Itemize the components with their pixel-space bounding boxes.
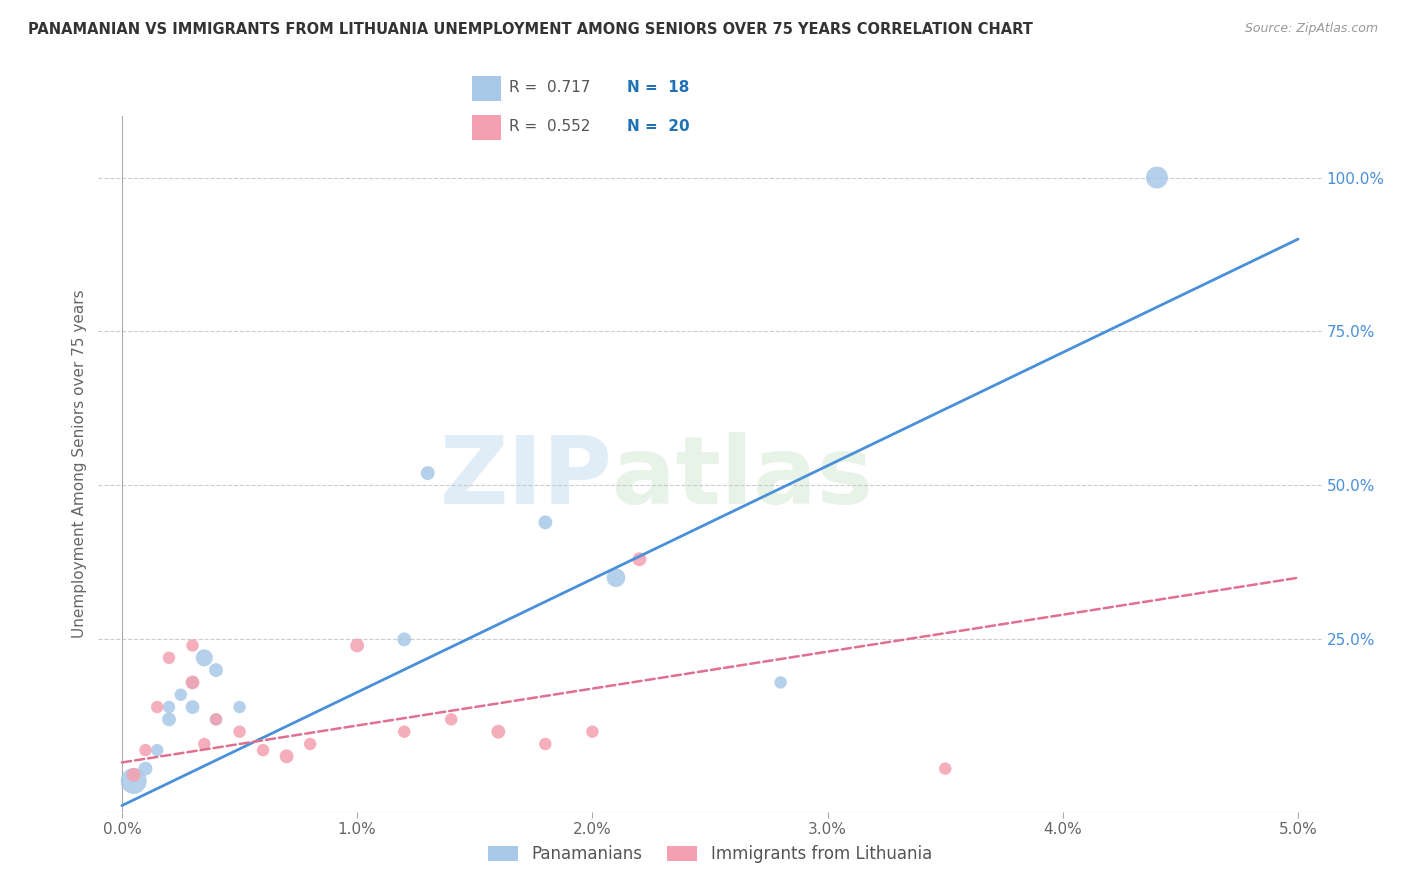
Point — [934, 762, 956, 776]
Point — [181, 639, 204, 653]
Y-axis label: Unemployment Among Seniors over 75 years: Unemployment Among Seniors over 75 years — [72, 290, 87, 638]
Point — [193, 737, 215, 751]
Point — [157, 700, 180, 714]
Text: N =  20: N = 20 — [627, 120, 690, 134]
Point — [205, 712, 228, 726]
Point — [157, 650, 180, 665]
Bar — [472, 115, 501, 140]
Point — [605, 571, 627, 585]
Point — [486, 724, 509, 739]
Point — [146, 700, 169, 714]
Point — [769, 675, 792, 690]
Point — [205, 663, 228, 677]
Text: R =  0.552: R = 0.552 — [509, 120, 591, 134]
Point — [170, 688, 193, 702]
Point — [122, 768, 145, 782]
Text: R =  0.717: R = 0.717 — [509, 80, 591, 95]
Point — [181, 675, 204, 690]
Point — [394, 632, 416, 647]
Text: PANAMANIAN VS IMMIGRANTS FROM LITHUANIA UNEMPLOYMENT AMONG SENIORS OVER 75 YEARS: PANAMANIAN VS IMMIGRANTS FROM LITHUANIA … — [28, 22, 1033, 37]
Legend: Panamanians, Immigrants from Lithuania: Panamanians, Immigrants from Lithuania — [481, 838, 939, 870]
Point — [122, 773, 145, 788]
Point — [440, 712, 463, 726]
Point — [228, 700, 250, 714]
Text: N =  18: N = 18 — [627, 80, 689, 95]
Point — [628, 552, 651, 566]
Point — [157, 712, 180, 726]
Point — [193, 650, 215, 665]
Point — [1146, 170, 1168, 185]
Bar — [472, 76, 501, 101]
Point — [581, 724, 603, 739]
Text: Source: ZipAtlas.com: Source: ZipAtlas.com — [1244, 22, 1378, 36]
Point — [228, 724, 250, 739]
Point — [416, 466, 439, 480]
Point — [252, 743, 274, 757]
Point — [346, 639, 368, 653]
Text: ZIP: ZIP — [439, 432, 612, 524]
Point — [146, 743, 169, 757]
Point — [534, 737, 557, 751]
Point — [394, 724, 416, 739]
Point — [134, 762, 156, 776]
Point — [134, 743, 156, 757]
Point — [181, 700, 204, 714]
Point — [534, 516, 557, 530]
Point — [299, 737, 322, 751]
Point — [205, 712, 228, 726]
Point — [181, 675, 204, 690]
Point — [276, 749, 298, 764]
Text: atlas: atlas — [612, 432, 873, 524]
